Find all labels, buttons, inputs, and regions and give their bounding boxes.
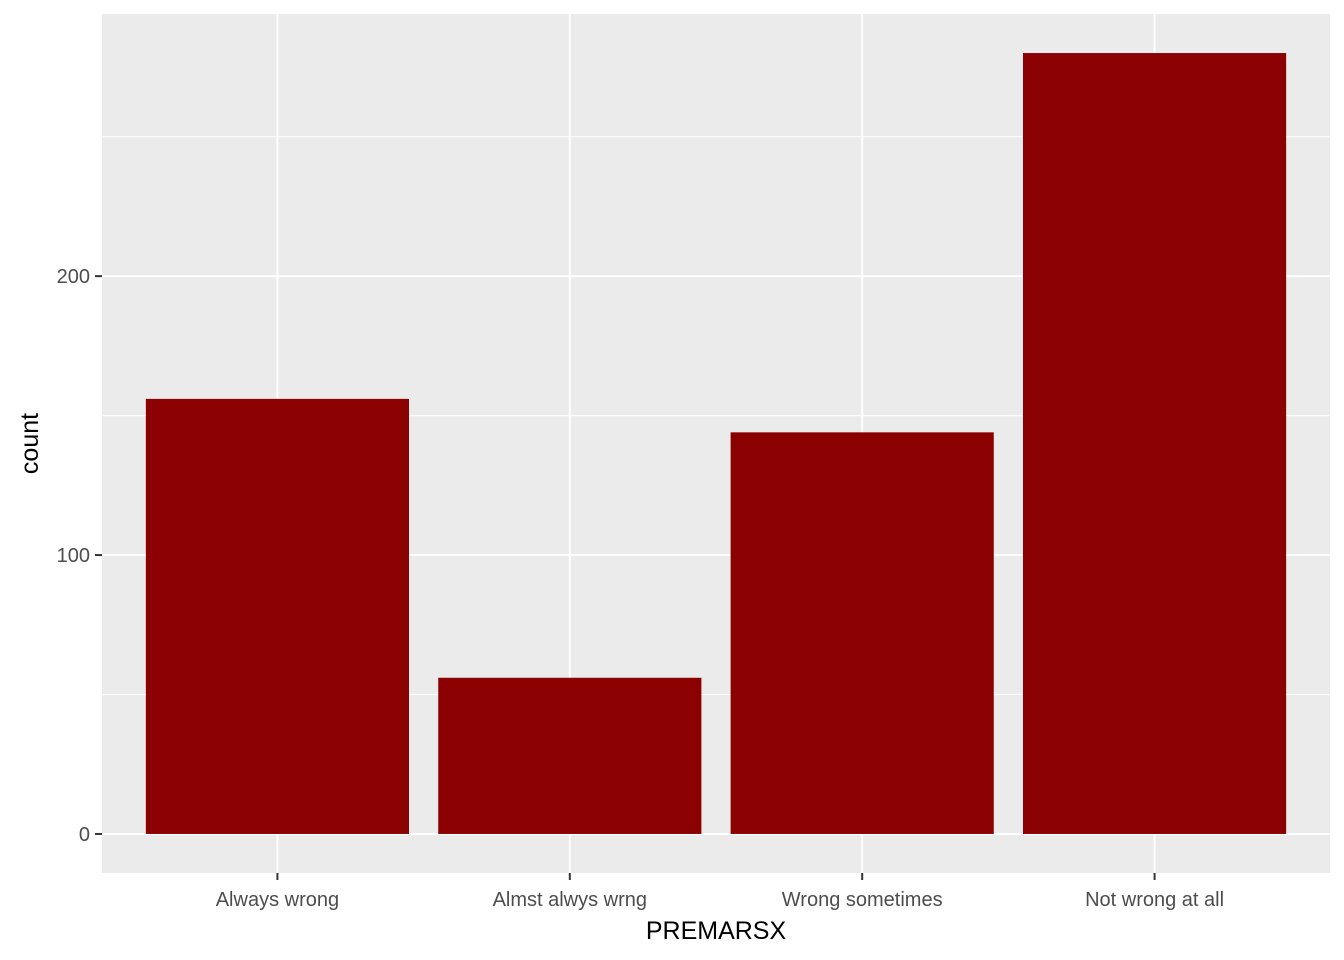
y-axis: 0 100 200 — [57, 266, 102, 846]
x-tick-label: Always wrong — [216, 889, 339, 911]
x-tick-label: Almst alwys wrng — [493, 889, 647, 911]
x-tick-label: Not wrong at all — [1085, 889, 1224, 911]
bar — [438, 677, 702, 834]
bars — [145, 53, 1287, 834]
y-tick-label: 0 — [79, 824, 90, 846]
bar — [145, 398, 409, 834]
y-axis-title: count — [16, 413, 44, 474]
x-axis: Always wrong Almst alwys wrng Wrong someti… — [216, 873, 1224, 911]
y-tick-label: 100 — [57, 545, 90, 567]
bar — [730, 432, 994, 834]
bar — [1023, 53, 1287, 834]
x-axis-title: PREMARSX — [646, 917, 787, 945]
y-tick-label: 200 — [57, 266, 90, 288]
x-tick-label: Wrong sometimes — [782, 889, 943, 911]
